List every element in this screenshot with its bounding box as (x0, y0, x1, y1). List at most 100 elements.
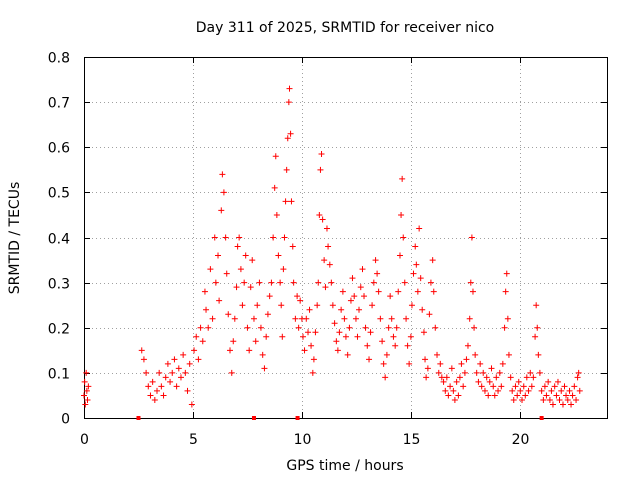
data-point (272, 153, 279, 160)
data-point (461, 369, 468, 376)
data-point (569, 392, 576, 399)
axis-ticks (84, 57, 607, 419)
data-point (413, 261, 420, 268)
data-point (233, 284, 240, 291)
data-point (197, 324, 204, 331)
data-point (549, 401, 556, 408)
data-point (571, 383, 578, 390)
data-point (158, 383, 165, 390)
data-point (505, 351, 512, 358)
data-point (514, 392, 521, 399)
gridlines (84, 57, 607, 418)
data-point (294, 293, 301, 300)
data-point (162, 374, 169, 381)
data-point (573, 396, 580, 403)
data-point (558, 387, 565, 394)
data-point (509, 387, 516, 394)
data-point (231, 315, 238, 322)
data-point (536, 369, 543, 376)
data-point (286, 85, 293, 92)
data-point (541, 383, 548, 390)
data-point (205, 324, 212, 331)
data-point (374, 270, 381, 277)
data-point (169, 369, 176, 376)
data-point (275, 252, 282, 259)
data-point (501, 324, 508, 331)
data-point (140, 356, 147, 363)
data-point (225, 311, 232, 318)
baseline-marker (295, 416, 300, 420)
data-point (464, 342, 471, 349)
data-point (218, 207, 225, 214)
data-point (535, 351, 542, 358)
baseline-marker (136, 416, 141, 420)
data-point (227, 347, 234, 354)
data-point (447, 383, 454, 390)
data-point (309, 369, 316, 376)
data-point (481, 387, 488, 394)
data-point (543, 392, 550, 399)
data-point (408, 302, 415, 309)
data-point (352, 315, 359, 322)
data-point (490, 383, 497, 390)
data-point (380, 360, 387, 367)
data-point (329, 302, 336, 309)
data-point (151, 396, 158, 403)
data-point (575, 369, 582, 376)
data-point (143, 369, 150, 376)
data-point (429, 257, 436, 264)
y-tick-label: 0 (61, 412, 70, 428)
data-point (310, 356, 317, 363)
data-point (342, 333, 349, 340)
data-point (321, 257, 328, 264)
data-point (357, 284, 364, 291)
data-point (209, 315, 216, 322)
data-point (556, 396, 563, 403)
data-point (426, 311, 433, 318)
data-point (193, 333, 200, 340)
y-tick-label: 0.1 (48, 367, 70, 383)
data-point (288, 198, 295, 205)
data-point (491, 392, 498, 399)
data-point (292, 315, 299, 322)
data-point (219, 171, 226, 178)
data-point (333, 338, 340, 345)
data-point (551, 383, 558, 390)
data-point (177, 374, 184, 381)
data-point (252, 338, 259, 345)
data-point (246, 347, 253, 354)
data-point (359, 266, 366, 273)
data-point (388, 315, 395, 322)
data-point (334, 347, 341, 354)
data-point (261, 365, 268, 372)
data-point (387, 293, 394, 300)
data-point (297, 297, 304, 304)
data-point (403, 315, 410, 322)
data-point (427, 279, 434, 286)
data-point (467, 279, 474, 286)
data-point (468, 234, 475, 241)
data-point (463, 356, 470, 363)
data-point (548, 387, 555, 394)
data-point (273, 211, 280, 218)
data-point (234, 243, 241, 250)
data-point (289, 243, 296, 250)
data-point (437, 360, 444, 367)
data-point (164, 360, 171, 367)
data-point (450, 387, 457, 394)
data-point (496, 369, 503, 376)
data-point (160, 392, 167, 399)
data-point (188, 401, 195, 408)
data-point (533, 302, 540, 309)
data-point (430, 288, 437, 295)
data-point (290, 279, 297, 286)
data-point (145, 383, 152, 390)
data-point (242, 252, 249, 259)
data-point (250, 315, 257, 322)
data-point (416, 225, 423, 232)
data-point (379, 338, 386, 345)
data-point (268, 279, 275, 286)
x-axis-label: GPS time / hours (286, 458, 403, 474)
data-point (184, 387, 191, 394)
data-point (507, 374, 514, 381)
